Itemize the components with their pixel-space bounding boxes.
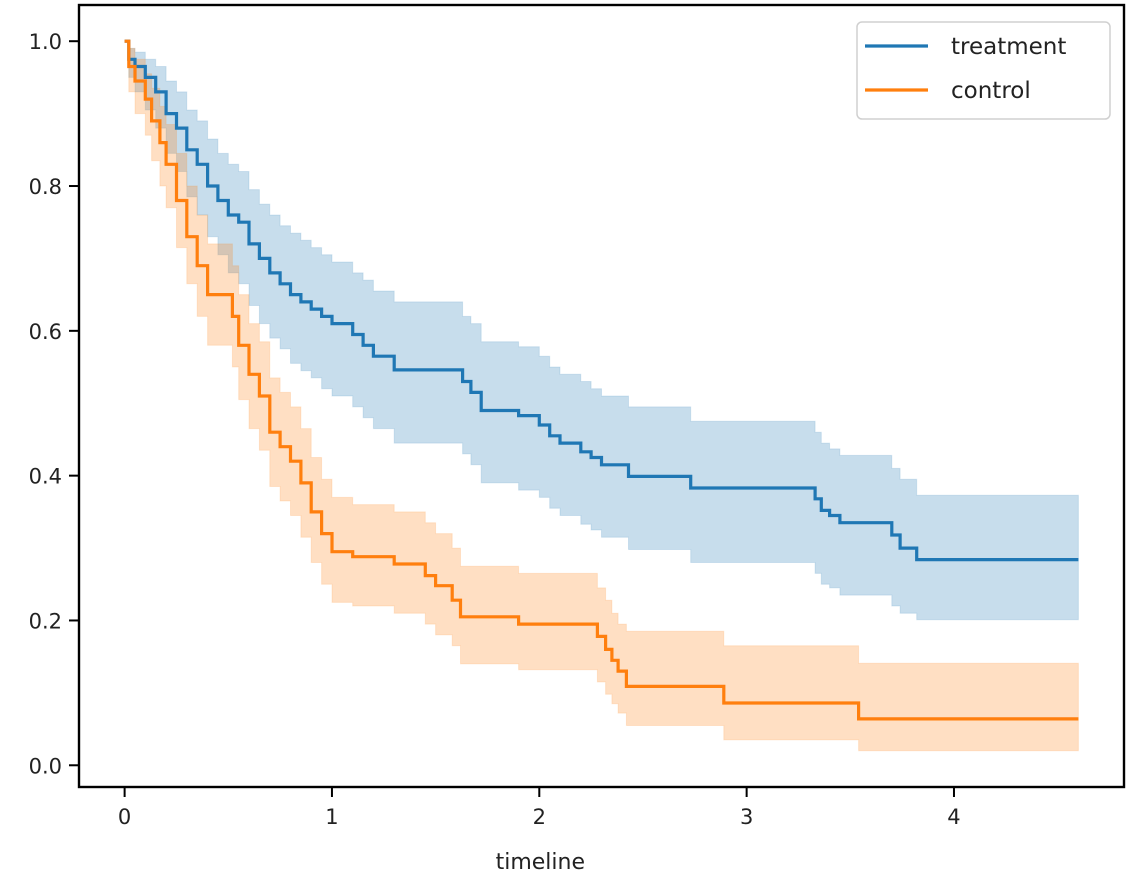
x-axis: 0 1 2 3 4 [118, 787, 961, 829]
y-tick-label: 0.4 [29, 465, 62, 489]
y-tick-label: 0.2 [29, 609, 62, 633]
x-axis-label: timeline [496, 850, 585, 875]
survival-lines [124, 39, 1079, 721]
y-tick-label: 1.0 [29, 30, 62, 54]
x-tick-label: 0 [118, 805, 131, 829]
control-legend-label: control [951, 78, 1031, 104]
control-confidence-band [124, 40, 1079, 752]
treatment-legend-label: treatment [951, 34, 1066, 60]
treatment-survival-line [124, 39, 1079, 562]
control-survival-line [124, 39, 1079, 721]
confidence-bands [124, 40, 1079, 752]
y-tick-label: 0.0 [29, 754, 62, 778]
y-axis: 0.0 0.2 0.4 0.6 0.8 1.0 [29, 30, 79, 778]
x-tick-label: 1 [325, 805, 338, 829]
plot-frame [77, 3, 1126, 789]
y-tick-label: 0.6 [29, 320, 62, 344]
x-tick-label: 4 [947, 805, 960, 829]
x-tick-label: 3 [740, 805, 753, 829]
treatment-confidence-band [124, 40, 1079, 621]
x-tick-label: 2 [533, 805, 546, 829]
y-tick-label: 0.8 [29, 175, 62, 199]
legend: treatment control [856, 21, 1111, 120]
